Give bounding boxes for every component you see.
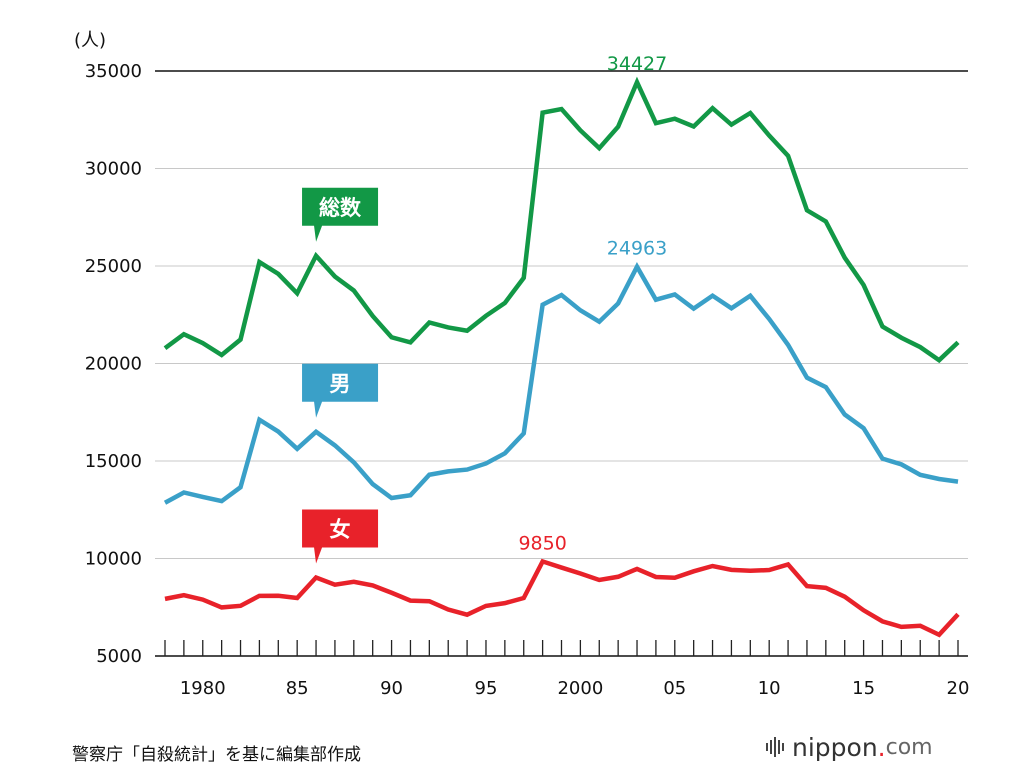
- series-callout-2: [302, 509, 379, 564]
- y-tick-label: 5000: [96, 646, 142, 667]
- series-line-1: [163, 262, 959, 505]
- series-callout-0: [302, 187, 379, 242]
- x-tick-label: 15: [852, 678, 875, 699]
- y-tick-label: 15000: [85, 451, 142, 472]
- series-callout-label-2: 女: [330, 517, 351, 541]
- logo-text: nippon: [792, 732, 878, 762]
- series-callout-1: [302, 363, 379, 418]
- logo-suffix: com: [885, 734, 933, 760]
- y-tick-label: 35000: [85, 61, 142, 82]
- x-tick-label: 05: [663, 678, 686, 699]
- x-tick-label: 20: [947, 678, 970, 699]
- nippon-logo: nippon. com: [766, 732, 933, 762]
- x-tick-label: 10: [758, 678, 781, 699]
- source-note: 警察庁「自殺統計」を基に編集部作成: [72, 745, 361, 765]
- series-callout-label-0: 総数: [319, 196, 362, 220]
- y-tick-label: 20000: [85, 354, 142, 375]
- peak-label-2: 9850: [518, 532, 566, 554]
- line-chart: 5000 10000 15000 20000 25000 30000 35000 (人) 19…: [74, 30, 970, 699]
- series-line-0: [163, 76, 960, 364]
- series-callout-label-1: 男: [330, 372, 351, 396]
- series-line-2: [164, 558, 960, 638]
- peak-label-0: 34427: [607, 53, 667, 75]
- y-tick-label: 25000: [85, 256, 142, 277]
- y-unit-label: (人): [74, 30, 106, 51]
- y-tick-label: 30000: [85, 159, 142, 180]
- peak-label-1: 24963: [607, 238, 667, 260]
- logo-bars-icon: [766, 737, 784, 757]
- x-tick-label: 1980: [180, 678, 226, 699]
- x-tick-label: 95: [475, 678, 498, 699]
- x-tick-label: 85: [286, 678, 309, 699]
- y-tick-label: 10000: [85, 549, 142, 570]
- x-tick-label: 2000: [557, 678, 603, 699]
- x-tick-label: 90: [380, 678, 403, 699]
- logo-dot: .: [877, 732, 886, 762]
